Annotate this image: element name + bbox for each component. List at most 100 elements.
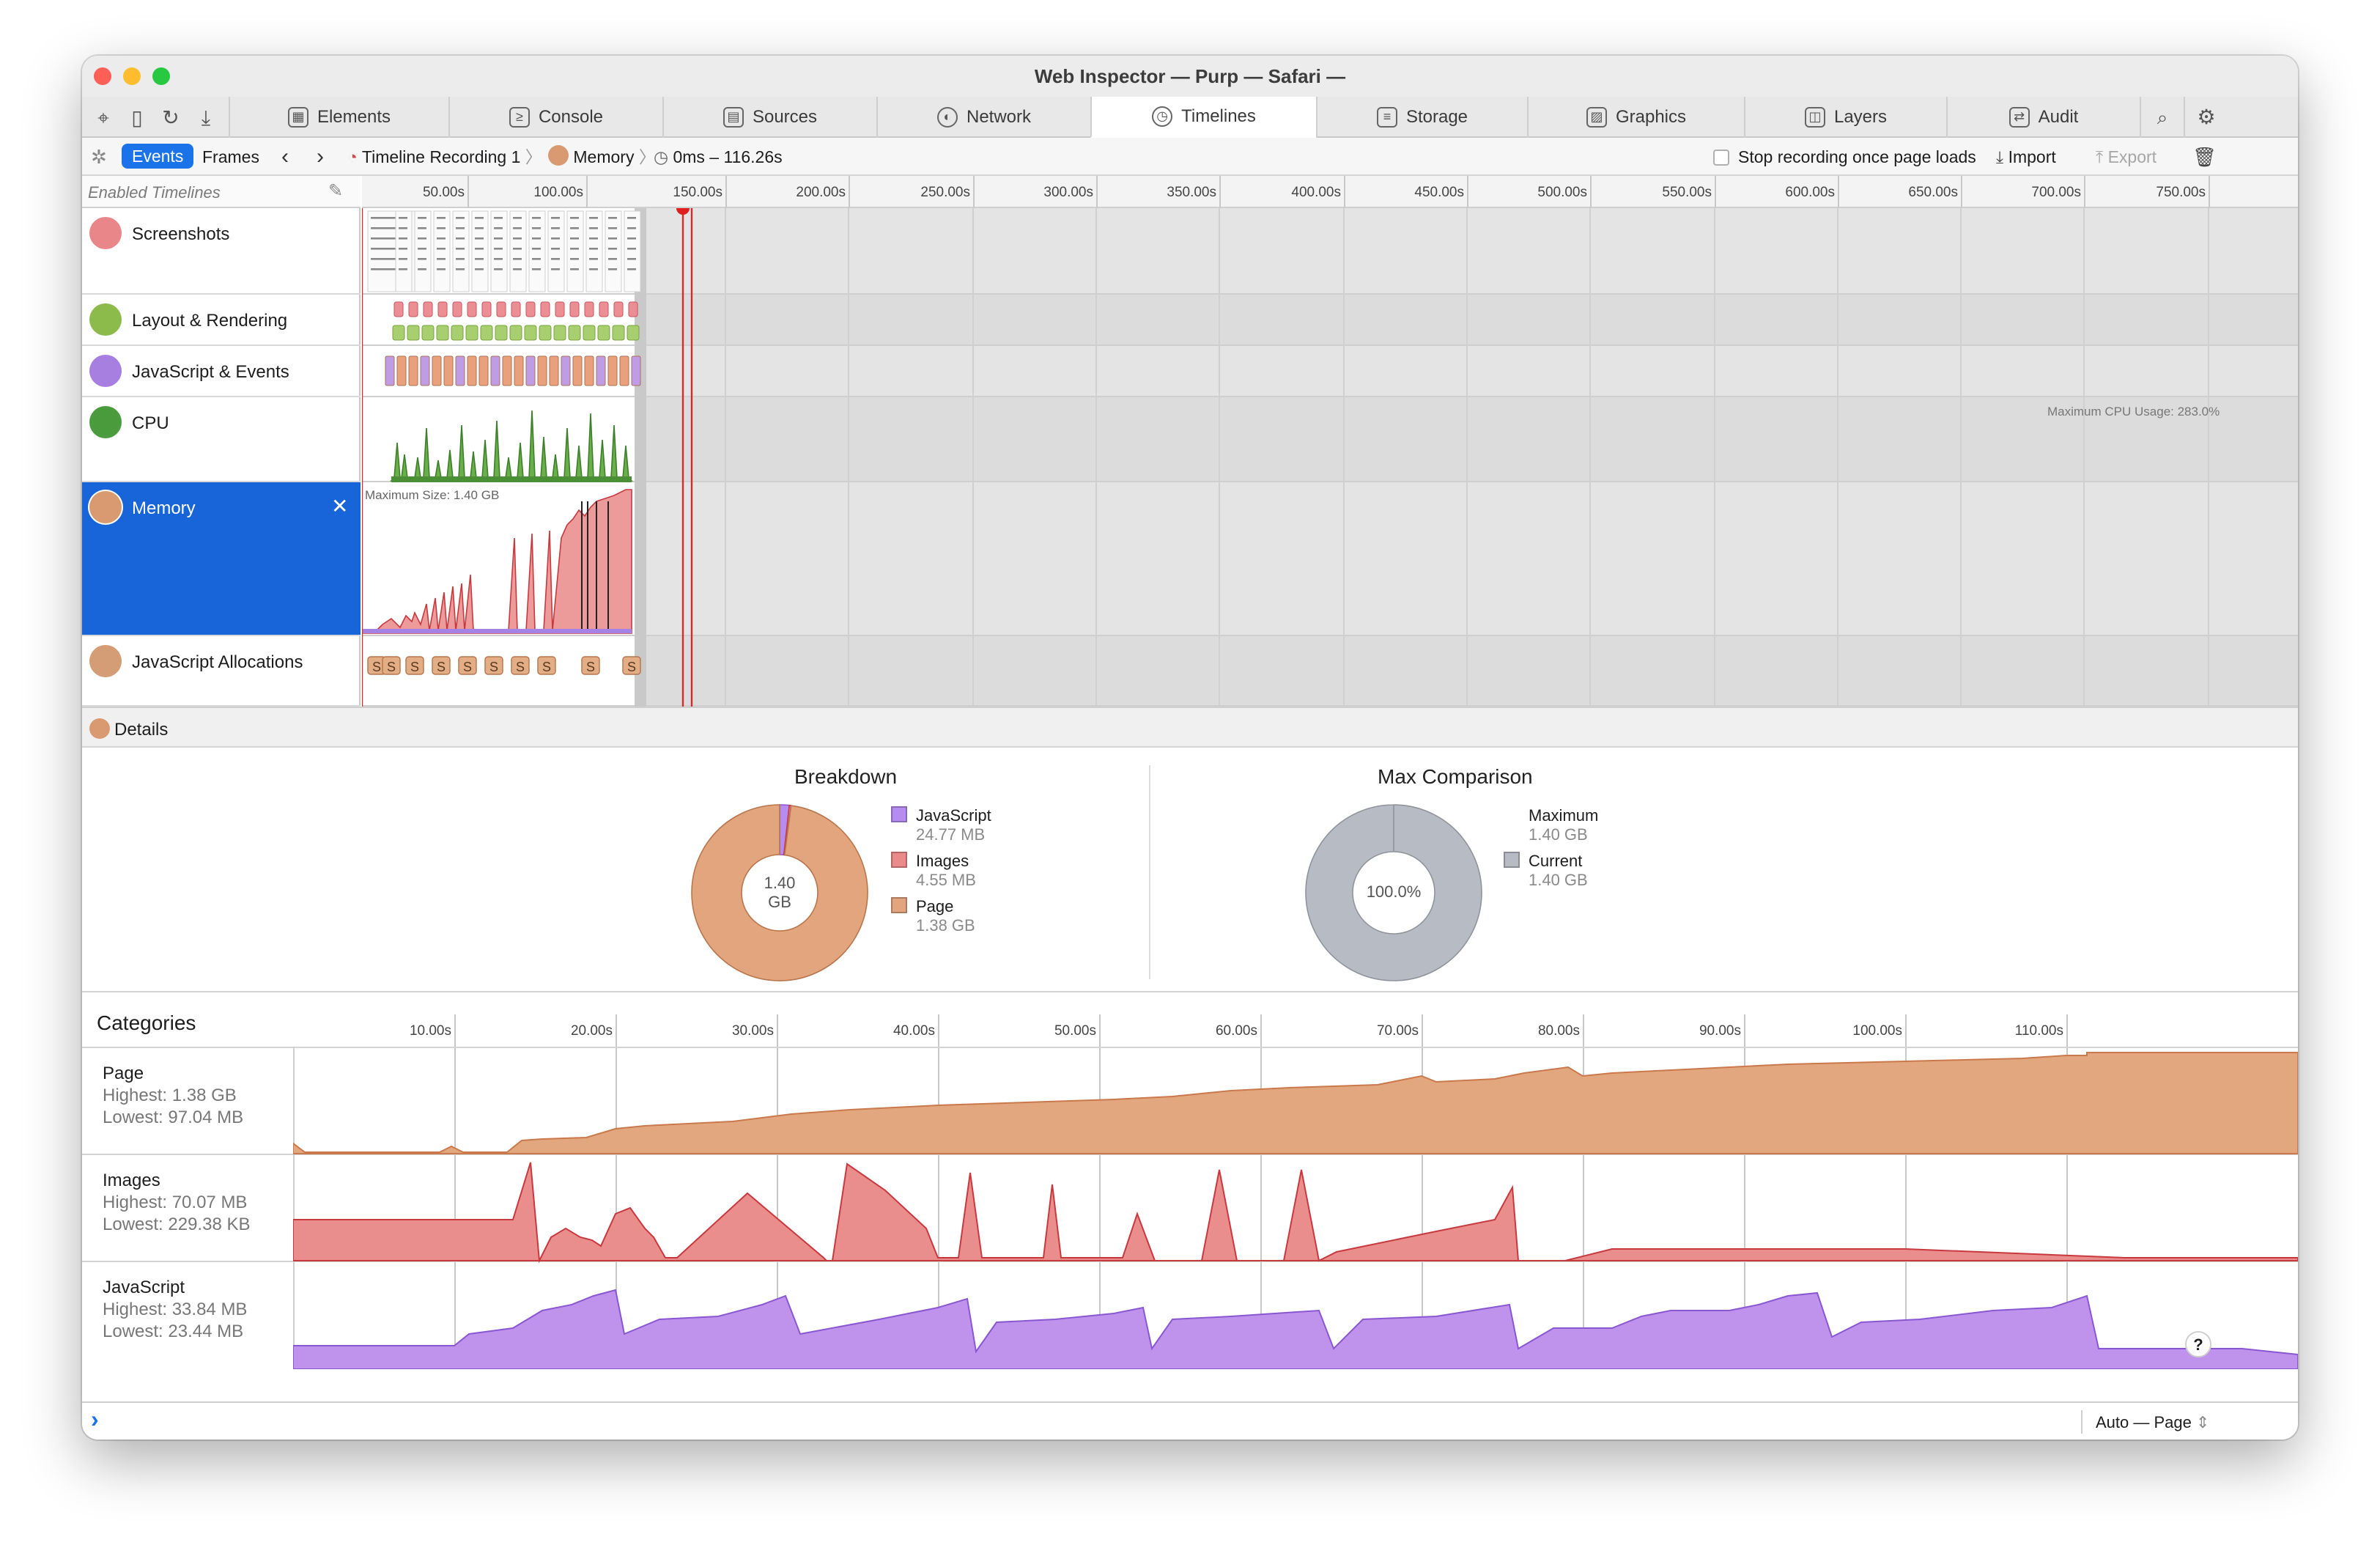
- layout-event-mark: [613, 301, 624, 317]
- screenshot-text-line: [494, 237, 503, 240]
- recording-breadcrumb[interactable]: ◔ Timeline Recording 1 〉: [347, 147, 542, 166]
- memory-details: Breakdown 1.40 GB JavaScript 24.77 MB Ima…: [82, 748, 2298, 1401]
- script-event-mark: [502, 355, 512, 386]
- events-toggle[interactable]: Events: [122, 144, 194, 169]
- close-window-button[interactable]: [94, 67, 111, 85]
- row-band: [646, 295, 2298, 346]
- minimize-window-button[interactable]: [123, 67, 141, 85]
- layout-event-mark: [584, 301, 594, 317]
- timeline-javascript-allocations[interactable]: JavaScript Allocations: [82, 636, 361, 707]
- screenshot-text-line: [570, 237, 579, 240]
- script-event-mark: [432, 355, 442, 386]
- timeline-memory[interactable]: Memory ✕: [82, 482, 361, 636]
- export-button[interactable]: ⤒ Export: [2096, 147, 2157, 166]
- screenshot-text-line: [608, 237, 617, 240]
- memory-timeline-icon: [89, 491, 122, 523]
- screenshot-text-line: [551, 227, 560, 229]
- paint-event-mark: [568, 325, 581, 341]
- screenshot-text-line: [551, 258, 560, 260]
- max-center-value: 100.0%: [1366, 882, 1422, 901]
- categories-ruler-tick: [454, 1014, 456, 1366]
- search-tab-button[interactable]: ⌕: [2140, 97, 2184, 138]
- help-button[interactable]: ?: [2185, 1331, 2211, 1357]
- recording-spinner-icon[interactable]: ✲: [91, 146, 107, 168]
- memory-breadcrumb[interactable]: Memory 〉: [548, 138, 656, 176]
- ruler-tick-label: 650.00s: [1908, 185, 1958, 200]
- back-arrow-icon[interactable]: ‹: [281, 144, 289, 169]
- tab-sources[interactable]: ▤ Sources: [662, 97, 876, 138]
- import-button[interactable]: ⤓ Import: [1996, 147, 2056, 166]
- screenshot-text-line: [399, 248, 407, 250]
- edit-pencil-icon[interactable]: ✎: [328, 181, 344, 201]
- ruler-tick-label: 250.00s: [920, 185, 970, 200]
- audit-icon: ⇄: [2008, 107, 2030, 128]
- categories-separator: [82, 991, 2298, 992]
- max-comparison-title: Max Comparison: [1378, 765, 1533, 788]
- device-icon[interactable]: ▯: [131, 106, 143, 129]
- reload-icon[interactable]: ↻: [162, 106, 180, 129]
- download-icon[interactable]: ⤓: [201, 106, 211, 129]
- page-swatch: [891, 897, 907, 913]
- screenshot-text-line: [399, 227, 407, 229]
- timeline-screenshots[interactable]: Screenshots: [82, 208, 361, 295]
- ruler-tick-label: 200.00s: [796, 185, 846, 200]
- tab-audit[interactable]: ⇄ Audit: [1946, 97, 2140, 138]
- tab-elements[interactable]: ▦ Elements: [229, 97, 448, 138]
- close-icon[interactable]: ✕: [331, 495, 349, 517]
- clear-trash-icon[interactable]: 🗑: [2192, 146, 2217, 168]
- timeline-cpu[interactable]: CPU: [82, 397, 361, 482]
- zoom-window-button[interactable]: [152, 67, 170, 85]
- tab-timelines[interactable]: ◷ Timelines: [1090, 97, 1316, 138]
- screenshot-text-line: [513, 217, 522, 219]
- allocation-snapshot-mark: [581, 656, 600, 675]
- legend-images: Images 4.55 MB: [891, 852, 991, 890]
- timeline-graph-area[interactable]: 50.00s 100.00s 150.00s 200.00s 250.00s 300.00…: [362, 176, 2298, 707]
- tab-graphics[interactable]: ▨ Graphics: [1527, 97, 1744, 138]
- screenshot-text-line: [532, 237, 541, 240]
- script-event-mark: [596, 355, 606, 386]
- allocation-snapshot-label: S: [387, 660, 396, 674]
- timeline-javascript-events[interactable]: JavaScript & Events: [82, 346, 361, 397]
- tab-console[interactable]: ≥ Console: [448, 97, 662, 138]
- tab-layers[interactable]: ◫ Layers: [1744, 97, 1946, 138]
- ruler-tick: [1344, 176, 1345, 208]
- time-range[interactable]: ◷ 0ms – 116.26s: [654, 147, 783, 166]
- screenshot-text-line: [551, 248, 560, 250]
- screenshot-text-line: [399, 258, 407, 260]
- frames-toggle[interactable]: Frames: [202, 147, 259, 166]
- screenshot-text-line: [532, 217, 541, 219]
- categories-ruler-tick: [2066, 1014, 2068, 1366]
- page-category-series: [293, 1052, 2298, 1154]
- graphics-icon: ▨: [1586, 107, 1607, 128]
- timeline-layout-rendering[interactable]: Layout & Rendering: [82, 295, 361, 346]
- breakdown-title: Breakdown: [794, 765, 898, 788]
- forward-arrow-icon[interactable]: ›: [317, 144, 324, 169]
- layout-event-mark: [481, 301, 492, 317]
- categories-ruler-tick: [1099, 1014, 1101, 1366]
- screenshot-text-line: [399, 268, 407, 270]
- execution-context-select[interactable]: Auto — Page ⇕: [2096, 1413, 2210, 1431]
- console-prompt[interactable]: ›: [91, 1406, 99, 1432]
- breakdown-center-value: 1.40: [764, 874, 796, 892]
- allocation-snapshot-label: S: [586, 660, 595, 674]
- cpu-max-label: Maximum CPU Usage: 283.0%: [2047, 405, 2220, 419]
- screenshot-text-line: [608, 248, 617, 250]
- screenshot-text-line: [513, 258, 522, 260]
- stop-recording-checkbox[interactable]: [1713, 150, 1729, 166]
- window-title: Web Inspector — Purp — Safari —: [1034, 65, 1346, 87]
- ruler-tick-label: 550.00s: [1662, 185, 1712, 200]
- tab-storage[interactable]: ≡ Storage: [1316, 97, 1527, 138]
- storage-icon: ≡: [1376, 107, 1397, 128]
- element-picker-icon[interactable]: ⌖: [97, 106, 109, 129]
- screenshot-text-line: [371, 217, 412, 219]
- screenshot-text-line: [475, 227, 484, 229]
- allocation-snapshot-label: S: [516, 660, 525, 674]
- screenshot-text-line: [456, 248, 465, 250]
- tab-network[interactable]: ◐ Network: [876, 97, 1090, 138]
- script-event-mark: [537, 355, 547, 386]
- settings-tab-button[interactable]: ⚙: [2184, 97, 2228, 138]
- script-event-mark: [478, 355, 489, 386]
- screenshot-thumbnail: [547, 210, 565, 292]
- screenshot-text-line: [532, 258, 541, 260]
